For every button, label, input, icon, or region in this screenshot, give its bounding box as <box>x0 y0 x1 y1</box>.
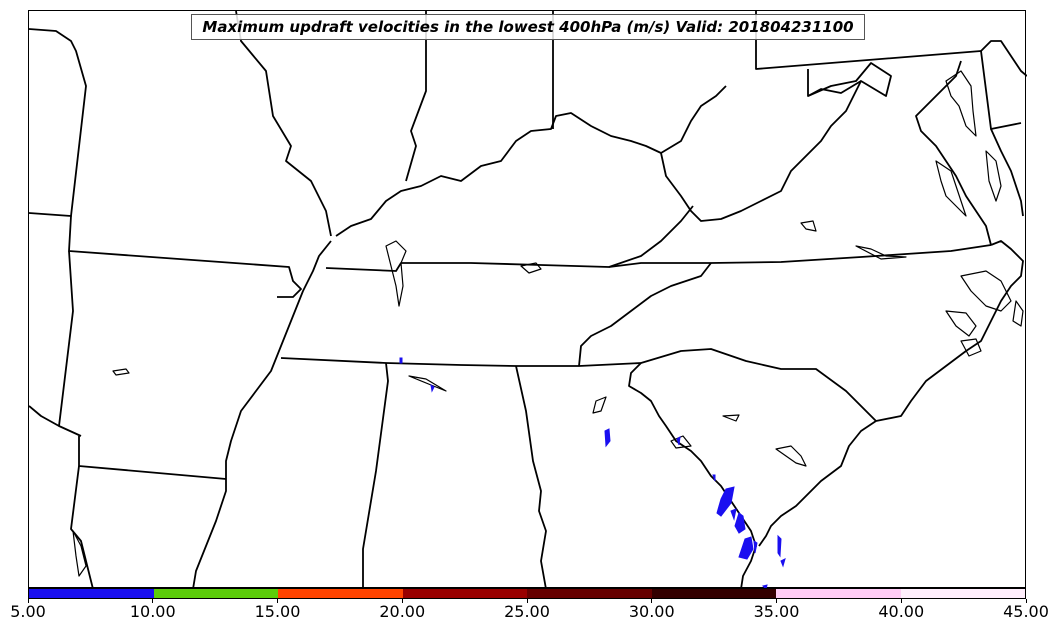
state-border-oklahoma-texas <box>29 405 60 427</box>
state-border-iowa-missouri <box>29 28 87 217</box>
lake-outline <box>408 375 447 392</box>
state-border-illinois <box>235 11 332 237</box>
colorbar-segment <box>278 589 403 598</box>
mississippi-river <box>192 240 332 589</box>
colorbar-label: 30.00 <box>628 602 675 621</box>
colorbar-tick <box>900 599 902 603</box>
state-border-kentucky-virginia <box>608 205 694 268</box>
lake-outline <box>775 445 807 467</box>
state-border-arkansas-louisiana <box>78 436 227 480</box>
colorbar-tick <box>152 599 154 603</box>
colorbar-tick <box>526 599 528 603</box>
colorbar-label: 35.00 <box>753 602 800 621</box>
updraft-contour <box>430 383 435 393</box>
virginia-coast <box>915 60 992 246</box>
state-border-tennessee-south <box>280 357 642 367</box>
colorbar-segment <box>527 589 652 598</box>
colorbar-segment <box>900 589 1025 598</box>
sound-outline <box>1012 300 1024 327</box>
state-border-delaware <box>980 40 1027 77</box>
colorbar-tick <box>651 599 653 603</box>
updraft-contour <box>738 536 754 560</box>
lake-outline <box>592 396 607 414</box>
chesapeake-outline <box>935 160 967 217</box>
sound-outline <box>960 338 982 357</box>
colorbar-segment <box>29 589 154 598</box>
colorbar-label: 45.00 <box>1003 602 1049 621</box>
state-border-tennessee-nc <box>578 262 712 367</box>
state-border-ga-sc <box>628 362 757 589</box>
colorbar-label: 15.00 <box>254 602 301 621</box>
colorbar-tick <box>1025 599 1027 603</box>
colorbar-segment <box>776 589 901 598</box>
lake-outline <box>72 530 87 577</box>
map-title: Maximum updraft velocities in the lowest… <box>191 14 865 40</box>
lake-outline <box>800 220 817 232</box>
nc-coast <box>875 240 1024 422</box>
colorbar-tick <box>27 599 29 603</box>
chesapeake-outline <box>985 150 1002 202</box>
chesapeake-outline <box>945 70 977 137</box>
state-border-missouri-arkansas <box>68 215 302 298</box>
updraft-contour <box>730 508 737 521</box>
lake-outline <box>385 240 407 307</box>
updraft-contour <box>777 534 782 558</box>
state-border-wv-kentucky <box>660 85 727 154</box>
lake-outline <box>722 414 740 422</box>
colorbar-tick <box>776 599 777 603</box>
state-border-va-md <box>807 80 862 97</box>
colorbar-label: 20.00 <box>379 602 426 621</box>
delmarva-coast <box>990 128 1024 217</box>
state-border-nc-sc <box>640 348 877 422</box>
lake-outline <box>112 368 130 376</box>
colorbar <box>28 588 1026 599</box>
updraft-contour <box>753 540 758 554</box>
updraft-contour <box>780 558 786 568</box>
sound-outline <box>945 310 977 337</box>
lake-outline <box>520 262 542 274</box>
state-border-ms-al <box>362 362 389 589</box>
sc-coast <box>758 420 877 547</box>
colorbar-tick <box>401 599 403 603</box>
sound-outline <box>960 270 1012 312</box>
updraft-contour <box>399 357 403 364</box>
state-border-texas-louisiana <box>70 465 94 589</box>
lake-outline <box>855 245 907 260</box>
map-frame <box>28 10 1027 589</box>
colorbar-tick <box>277 599 278 603</box>
colorbar-label: 5.00 <box>10 602 46 621</box>
colorbar-label: 40.00 <box>878 602 925 621</box>
updraft-contour <box>676 435 681 446</box>
state-border-illinois-indiana <box>405 11 427 182</box>
updraft-contour <box>716 486 735 517</box>
updraft-contour <box>734 512 746 534</box>
state-border-west-virginia <box>660 62 892 222</box>
colorbar-label: 25.00 <box>504 602 550 621</box>
map-canvas <box>29 11 1027 589</box>
updraft-contour <box>604 428 611 448</box>
updraft-contour <box>712 474 716 482</box>
colorbar-segment <box>402 589 527 598</box>
colorbar-segment <box>153 589 278 598</box>
colorbar-segment <box>651 589 776 598</box>
ohio-river <box>335 112 662 237</box>
state-border-missouri-oklahoma <box>58 250 82 437</box>
colorbar-label: 10.00 <box>129 602 176 621</box>
state-border-al-ga <box>515 365 547 589</box>
